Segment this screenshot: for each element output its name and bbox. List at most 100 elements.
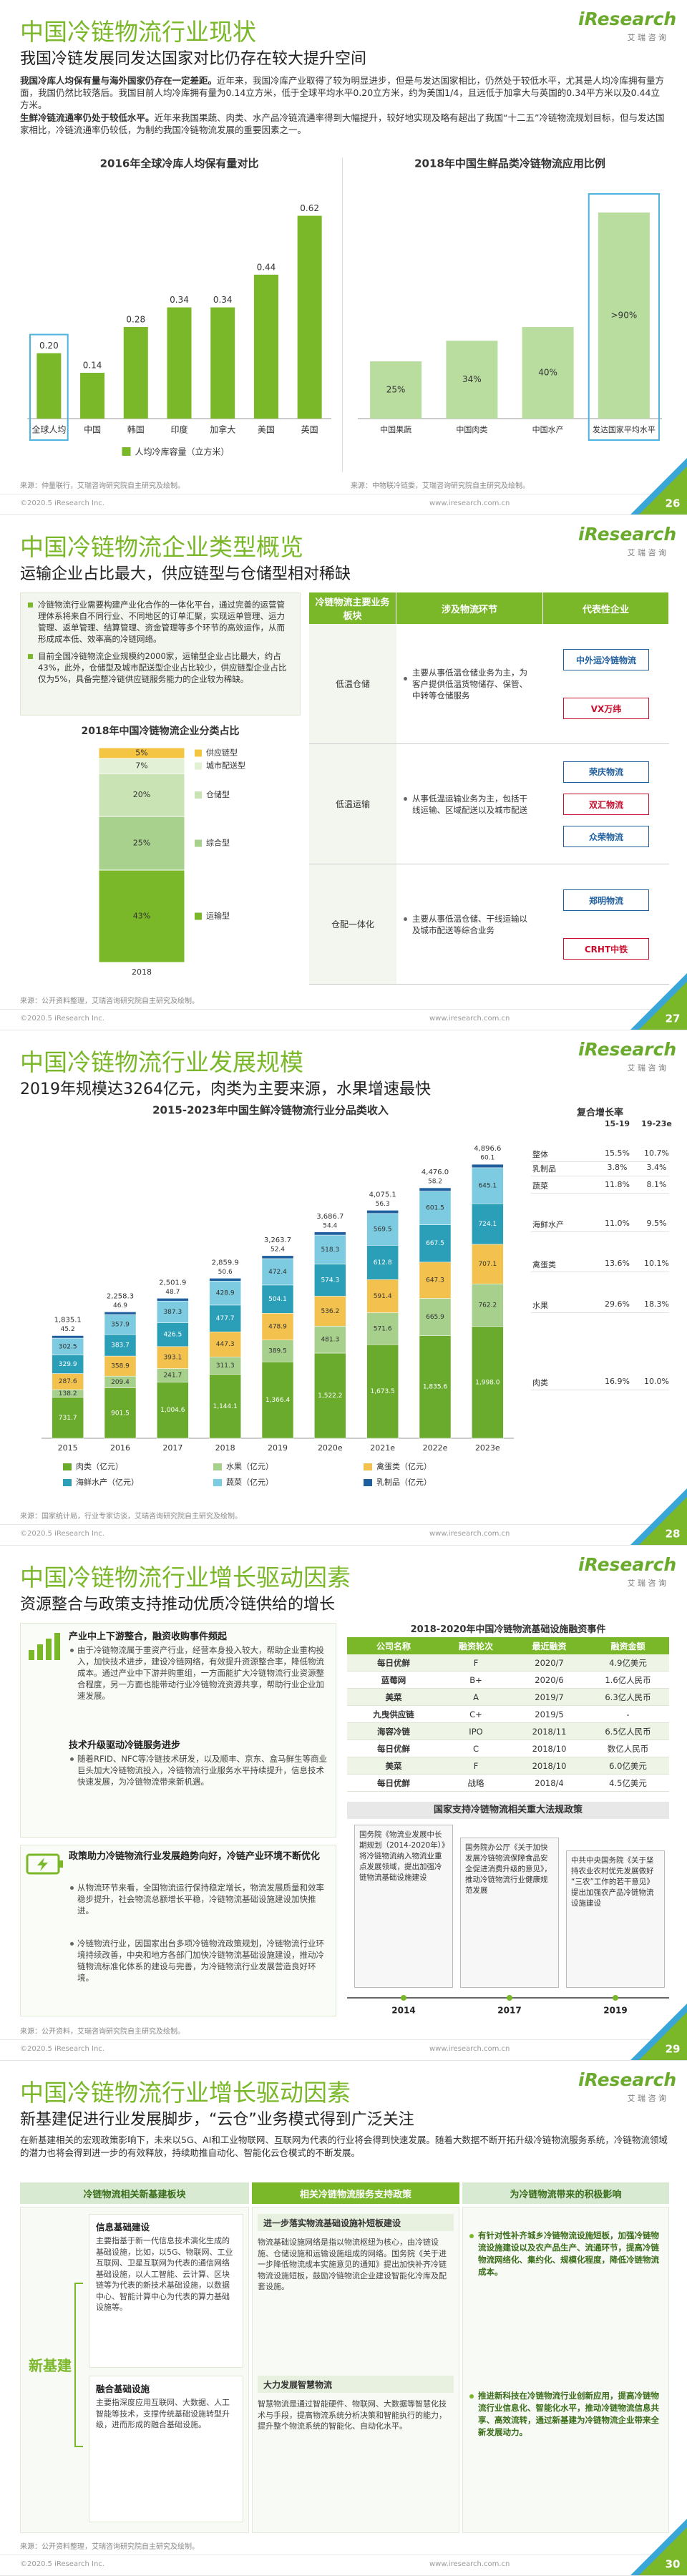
- slide-subtitle: 资源整合与政策支持推动优质冷链供给的增长: [20, 1596, 336, 1614]
- slide: 中国冷链物流行业现状 我国冷链发展同发达国家对比仍存在较大提升空间 iResearc…: [0, 0, 687, 515]
- total-label: 2,258.3: [107, 1292, 134, 1300]
- table-header: 最近融资: [512, 1637, 587, 1654]
- logo-cn: 艾 瑞 咨 询: [627, 2094, 667, 2103]
- value-label: 25%: [386, 385, 406, 395]
- table-cell: 2018/11: [512, 1723, 587, 1740]
- timeline-box: 国务院《物流业发展中长期规划（2014-2020年）》将冷链物流纳入物流业重点发…: [354, 1825, 453, 1988]
- paragraph: 我国冷库人均保有量与海外国家仍存在一定差距。近年来，我国冷库产业取得了较为明显进…: [20, 74, 668, 111]
- table-header: 融资轮次: [440, 1637, 512, 1654]
- table-cell: 6.0亿美元: [587, 1757, 669, 1775]
- value-label: 447.3: [216, 1341, 235, 1348]
- cagr-row-line: [531, 1161, 669, 1163]
- slide-title: 中国冷链物流行业增长驱动因素: [20, 2079, 351, 2107]
- source: 来源：公开资料，艾瑞咨询研究院自主研究及绘制。: [20, 2028, 185, 2036]
- value-label: 329.9: [59, 1361, 77, 1368]
- table-cell: 每日优鲜: [347, 1740, 440, 1757]
- bullet-marker: [469, 2234, 474, 2238]
- bullet-marker: [404, 917, 407, 921]
- logo-cn: 艾 瑞 咨 询: [627, 1063, 667, 1073]
- bar-segment: [261, 1284, 294, 1314]
- value-label: 591.4: [374, 1293, 392, 1300]
- icon-bar: [29, 1650, 34, 1660]
- bar-segment: [261, 1258, 294, 1286]
- value-label: 43%: [133, 912, 150, 921]
- bar-segment: [52, 1397, 84, 1439]
- value-label: 7%: [135, 761, 147, 771]
- legend-swatch: [195, 839, 202, 847]
- table-header: 融资金额: [587, 1637, 669, 1654]
- bar-segment: [104, 1387, 137, 1439]
- bar: [210, 307, 235, 419]
- table-cell: C+: [440, 1706, 512, 1723]
- value-label: 5%: [135, 748, 147, 758]
- source: 来源：中物联冷链委，艾瑞咨询研究院自主研究及绘制。: [351, 482, 530, 490]
- table-header: 涉及物流环节: [396, 592, 543, 624]
- bar-segment: [209, 1278, 241, 1282]
- legend-label: 运输型: [206, 911, 230, 921]
- legend-label: 海鲜水产（亿元）: [76, 1477, 139, 1487]
- company-logo: 众荣物流: [563, 826, 649, 848]
- table-cell: 战略: [440, 1775, 512, 1792]
- cell-text: 从事低温运输业务为主，包括干线运输、区域配送以及城市配送: [412, 793, 527, 815]
- chart-title: 2018年中国冷链物流企业分类占比: [82, 725, 240, 737]
- page-tag-green: [639, 1497, 687, 1545]
- cagr-title: 复合增长率: [576, 1108, 623, 1118]
- table-cell: 从事低温运输业务为主，包括干线运输、区域配送以及城市配送: [396, 744, 543, 864]
- paragraph-text: 近年来我国果蔬、肉类、水产品冷链流通率得到大幅提升，较好地实现及略有超出了我国“…: [20, 112, 665, 135]
- category-label: 2018: [215, 1443, 235, 1453]
- bar-segment: [98, 773, 185, 817]
- footer-right: www.iresearch.com.cn: [429, 499, 510, 507]
- footer-line: [0, 2039, 687, 2040]
- bullet-marker: [70, 1942, 74, 1946]
- table-cell-border: [543, 744, 669, 864]
- cell-text: 主要从事低温仓储、干线运输以及城市配送等综合业务: [412, 913, 527, 935]
- cagr-row-name: 整体: [532, 1150, 548, 1160]
- legend-swatch: [63, 1463, 72, 1470]
- timeline-year: 2017: [497, 2006, 521, 2016]
- value-label: 645.1: [478, 1183, 497, 1190]
- legend-swatch: [63, 1479, 72, 1486]
- total-label: 1,835.1: [54, 1317, 82, 1324]
- value-label: 52.4: [271, 1246, 285, 1253]
- paragraph-text: 随着RFID、NFC等冷链技术研发，以及顺丰、京东、盒马鲜生等商业巨头加大冷链物…: [77, 1754, 328, 1787]
- value-label: 1,004.6: [160, 1407, 185, 1414]
- value-label: 762.2: [478, 1302, 497, 1309]
- table-cell: 6.5亿人民币: [587, 1723, 669, 1740]
- category-label: 2021e: [370, 1443, 395, 1453]
- value-label: 665.9: [426, 1314, 444, 1321]
- bar-segment: [157, 1300, 189, 1323]
- section-heading: 产业中上下游整合，融资收购事件频起: [69, 1631, 228, 1642]
- slide: 中国冷链物流行业增长驱动因素 资源整合与政策支持推动优质冷链供给的增长 iResea…: [0, 1546, 687, 2061]
- section-box: [20, 1845, 336, 2016]
- value-label: 0.14: [83, 361, 102, 371]
- table-cell: 4.9亿美元: [587, 1654, 669, 1672]
- category-label: 中国水产: [532, 424, 564, 434]
- value-label: 478.9: [268, 1323, 287, 1330]
- value-label: 387.3: [163, 1309, 182, 1316]
- value-label: 1,673.5: [370, 1388, 394, 1395]
- value-label: 358.9: [111, 1363, 130, 1370]
- footer-right: www.iresearch.com.cn: [429, 2045, 510, 2053]
- footer-left: ©2020.5 iResearch Inc.: [20, 1530, 104, 1538]
- value-label: 60.1: [480, 1155, 494, 1162]
- page-tag: 30: [630, 2519, 687, 2575]
- company-logo: 郑明物流: [563, 889, 649, 911]
- bar-segment: [366, 1344, 399, 1439]
- cagr-value: 8.1%: [646, 1180, 667, 1190]
- total-label: 4,075.1: [369, 1191, 396, 1199]
- slide-subtitle: 运输企业占比最大，供应链型与仓储型相对稀缺: [20, 565, 351, 583]
- slide-subtitle: 我国冷链发展同发达国家对比仍存在较大提升空间: [20, 50, 367, 68]
- value-label: 724.1: [478, 1221, 497, 1228]
- cagr-row-line: [531, 1312, 669, 1313]
- bar-segment: [98, 869, 185, 963]
- bar-segment: [98, 816, 185, 871]
- item-title: 融合基础设施: [96, 2384, 150, 2394]
- bar-segment: [419, 1262, 452, 1299]
- timeline-box: 中共中央国务院《关于坚持农业农村优先发展做好“三农”工作的若干意见》提出加强农产…: [566, 1850, 665, 1988]
- cagr-col-header: 19-23e: [641, 1119, 672, 1128]
- value-label: 48.7: [165, 1289, 180, 1296]
- category-label: 中国: [84, 424, 101, 435]
- bar-segment: [366, 1210, 399, 1214]
- section-text: 从物流环节来看，全国物流运行保持稳定增长，物流发展质量和效率稳步提升，社会物流总…: [69, 1882, 330, 1916]
- column-header: 相关冷链物流服务支持政策: [252, 2182, 459, 2204]
